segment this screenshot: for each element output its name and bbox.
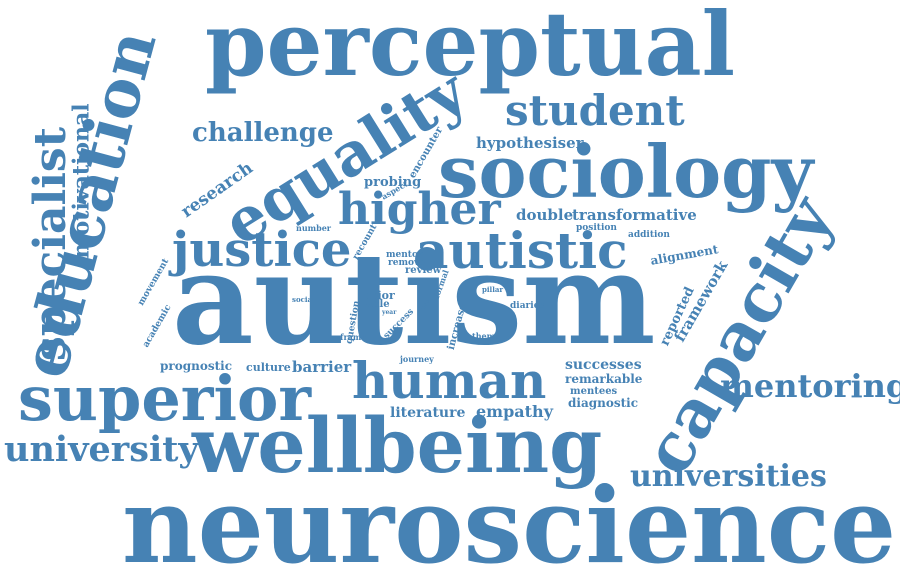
word-frame: frame [340,332,367,342]
word-student: student [505,86,685,135]
word-year: year [382,309,397,316]
word-journey: journey [400,354,434,364]
word-probing: probing [364,175,422,190]
word-perceptual: perceptual [205,0,736,96]
word-diagnostic: diagnostic [568,396,639,410]
word-wellbeing: wellbeing [192,401,603,490]
word-prior: prior [364,289,395,302]
word-double: double [516,206,574,224]
word-mentoring: mentoring [720,367,900,405]
word-sociology: sociology [438,129,814,214]
word-specialist: specialist [25,126,77,362]
word-review: review [405,265,442,276]
word-remove: remove [388,258,425,268]
word-autistic: autistic [416,221,628,280]
word-mentees: mentees [570,386,618,397]
word-able: able [366,299,390,310]
word-position: position [576,223,617,233]
word-barrier: barrier [292,358,352,376]
word-theme: theme [472,331,501,341]
word-motivational: motivational [68,103,95,259]
word-literature: literature [390,405,466,421]
word-hypothesiser: hypothesiser [476,134,584,152]
word-culture: culture [246,361,291,374]
word-mentor: mentor [386,250,423,260]
word-higher: higher [338,184,501,235]
word-remarkable: remarkable [565,372,643,386]
word-diaries: diaries [510,301,545,311]
word-human: human [352,351,547,410]
word-challenge: challenge [192,118,334,148]
word-movement: movement [136,257,172,308]
word-autism: autism [172,225,656,373]
word-neuroscience: neuroscience [122,464,897,567]
word-academic: academic [141,303,174,350]
word-empathy: empathy [476,402,553,421]
word-university: university [4,429,199,470]
word-pillar: pillar [482,285,504,294]
word-social: social [292,295,315,304]
word-prognostic: prognostic [160,359,232,373]
word-alignment: alignment [649,242,720,268]
word-addition: addition [628,230,670,240]
word-transformative: transformative [572,206,697,224]
word-successes: successes [565,357,642,373]
word-justice: justice [172,222,352,278]
word-superior: superior [18,362,312,435]
word-number: number [296,223,331,233]
word-universities: universities [630,459,827,494]
